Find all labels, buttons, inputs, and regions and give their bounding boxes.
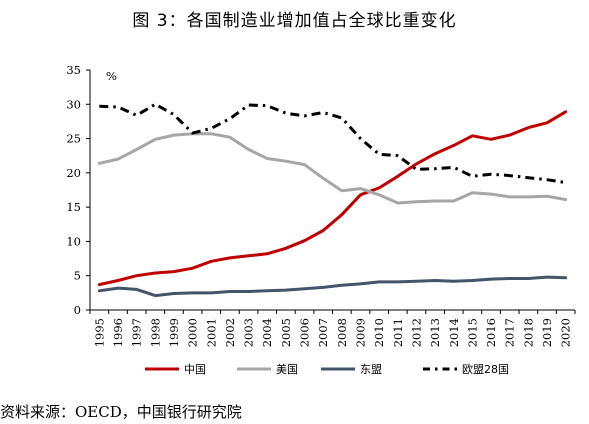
y-tick-label: 15 <box>66 200 81 214</box>
x-tick-label: 2016 <box>484 318 498 347</box>
x-tick-label: 2019 <box>540 318 554 347</box>
y-tick-label: 5 <box>74 269 81 283</box>
y-tick-label: 10 <box>66 234 81 248</box>
x-tick-label: 1996 <box>111 318 125 347</box>
series-line-东盟 <box>97 275 568 298</box>
x-tick-label: 2020 <box>559 318 573 347</box>
x-tick-label: 2000 <box>186 318 200 347</box>
x-tick-label: 2014 <box>447 318 461 347</box>
legend-label-欧盟28国: 欧盟28国 <box>462 363 509 376</box>
x-tick-label: 2004 <box>260 318 274 347</box>
x-tick-label: 2018 <box>521 318 535 347</box>
source-note: 资料来源：OECD，中国银行研究院 <box>0 403 242 421</box>
x-tick-label: 2017 <box>503 318 517 347</box>
x-tick-label: 1999 <box>167 318 181 347</box>
x-tick-label: 2007 <box>316 318 330 347</box>
chart-series <box>97 102 568 298</box>
x-tick-label: 2003 <box>242 318 256 347</box>
y-axis-unit: % <box>106 69 117 83</box>
series-line-欧盟28国 <box>99 102 566 184</box>
legend-label-东盟: 东盟 <box>360 363 382 376</box>
chart-legend: 中国 美国 东盟 欧盟28国 <box>145 363 509 376</box>
x-tick-label: 2010 <box>372 318 386 347</box>
chart-axes: 0 5 10 15 20 25 30 35 % 1995 1996 1997 1998 1999 2000 2… <box>66 63 576 347</box>
series-line-美国 <box>97 132 568 205</box>
chart-title: 图 3：各国制造业增加值占全球比重变化 <box>132 11 457 31</box>
legend-label-中国: 中国 <box>184 363 206 376</box>
legend-label-美国: 美国 <box>276 363 298 376</box>
x-tick-label: 2002 <box>223 318 237 347</box>
x-tick-label: 2011 <box>391 318 405 347</box>
x-tick-label: 1995 <box>92 318 106 347</box>
x-tick-label: 2008 <box>335 318 349 347</box>
x-tick-label: 2001 <box>204 318 218 347</box>
y-tick-label: 20 <box>66 166 81 180</box>
x-tick-label: 2012 <box>409 318 423 347</box>
x-tick-label: 2009 <box>353 318 367 347</box>
y-tick-label: 0 <box>74 303 81 317</box>
y-tick-label: 25 <box>66 132 81 146</box>
x-tick-label: 2006 <box>298 318 312 347</box>
x-tick-label: 1997 <box>130 318 144 347</box>
x-tick-label: 2015 <box>465 318 479 347</box>
y-tick-label: 35 <box>66 63 81 77</box>
x-tick-label: 2005 <box>279 318 293 347</box>
x-tick-label: 1998 <box>148 318 162 347</box>
x-tick-label: 2013 <box>428 318 442 347</box>
y-tick-label: 30 <box>66 97 81 111</box>
series-line-中国 <box>97 110 568 287</box>
